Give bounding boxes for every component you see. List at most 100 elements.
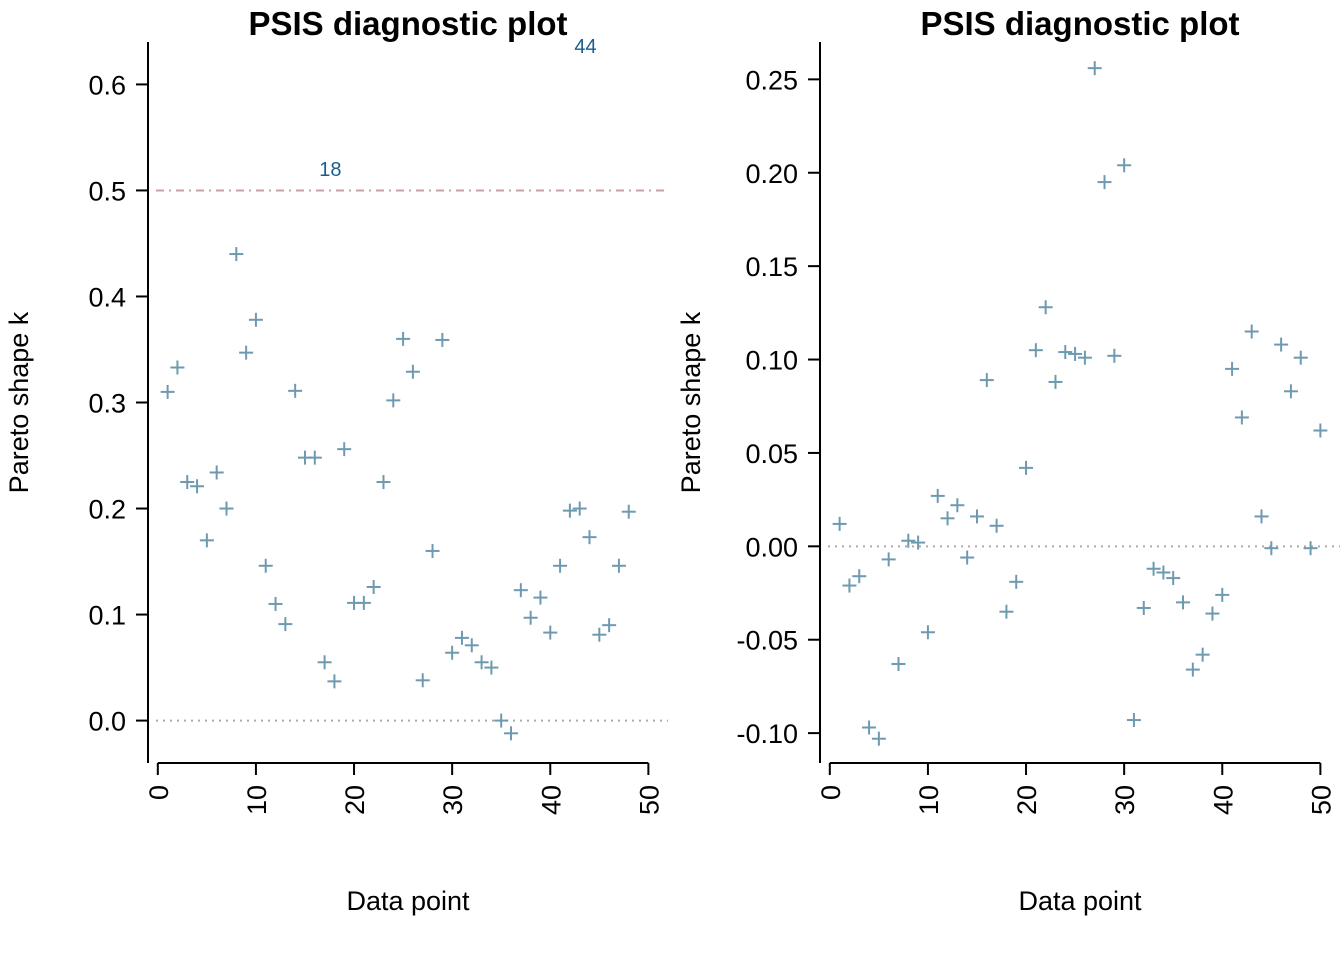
data-point xyxy=(989,518,1004,533)
data-point xyxy=(327,674,342,689)
y-tick-label: 0.4 xyxy=(88,282,126,312)
data-point xyxy=(572,501,587,516)
data-point xyxy=(940,511,955,526)
y-tick-label: 0.05 xyxy=(745,439,798,469)
x-tick-label: 50 xyxy=(1306,785,1336,815)
y-tick-label: 0.00 xyxy=(745,532,798,562)
y-tick-label: -0.10 xyxy=(736,719,798,749)
x-tick-label: 40 xyxy=(536,785,566,815)
data-point xyxy=(454,630,469,645)
x-tick-label: 40 xyxy=(1208,785,1238,815)
data-point xyxy=(1146,561,1161,576)
x-tick-label: 10 xyxy=(914,785,944,815)
data-point xyxy=(376,475,391,490)
data-point xyxy=(891,657,906,672)
data-point xyxy=(190,479,205,494)
data-point xyxy=(1166,571,1181,586)
data-point xyxy=(1058,345,1073,360)
data-point xyxy=(239,345,254,360)
data-point xyxy=(396,331,411,346)
data-point xyxy=(1234,410,1249,425)
data-point xyxy=(474,655,489,670)
data-point xyxy=(1126,713,1141,728)
data-point xyxy=(969,509,984,524)
x-axis-title: Data point xyxy=(346,886,470,916)
data-point xyxy=(405,364,420,379)
data-point xyxy=(523,610,538,625)
y-tick-label: -0.05 xyxy=(736,626,798,656)
data-point xyxy=(366,579,381,594)
y-tick-label: 0.15 xyxy=(745,252,798,282)
data-point xyxy=(307,450,322,465)
data-point xyxy=(1195,647,1210,662)
y-axis-title: Pareto shape k xyxy=(4,311,34,493)
data-point xyxy=(533,590,548,605)
data-point xyxy=(170,360,185,375)
data-point xyxy=(464,638,479,653)
data-point xyxy=(425,543,440,558)
data-point xyxy=(160,384,175,399)
data-point xyxy=(337,442,352,457)
data-point xyxy=(1019,460,1034,475)
data-point xyxy=(1028,343,1043,358)
x-tick-label: 30 xyxy=(438,785,468,815)
data-point xyxy=(1097,175,1112,190)
x-tick-label: 20 xyxy=(1012,785,1042,815)
x-tick-label: 0 xyxy=(816,785,846,800)
data-point xyxy=(1274,337,1289,352)
data-point xyxy=(278,617,293,632)
data-point xyxy=(543,625,558,640)
x-tick-label: 0 xyxy=(144,785,174,800)
data-point xyxy=(930,488,945,503)
data-point xyxy=(513,583,528,598)
data-point xyxy=(979,373,994,388)
data-point xyxy=(911,535,926,550)
data-point xyxy=(1313,423,1328,438)
data-point xyxy=(621,504,636,519)
data-point xyxy=(1264,541,1279,556)
panel-right: PSIS diagnostic plot -0.10 -0.05 0.00 0.05 0.… xyxy=(676,5,1340,916)
data-point xyxy=(1254,509,1269,524)
data-point xyxy=(1009,574,1024,589)
data-point xyxy=(415,673,430,688)
data-point xyxy=(1293,350,1308,365)
data-point xyxy=(219,501,234,516)
y-axis-title: Pareto shape k xyxy=(676,311,706,493)
data-point xyxy=(209,465,224,480)
data-point xyxy=(592,627,607,642)
y-tick-label: 0.6 xyxy=(88,70,126,100)
data-point xyxy=(1283,384,1298,399)
data-point xyxy=(862,720,877,735)
data-point xyxy=(960,550,975,565)
x-tick-label: 50 xyxy=(634,785,664,815)
data-point xyxy=(832,516,847,531)
data-point xyxy=(999,604,1014,619)
data-point xyxy=(920,625,935,640)
data-point xyxy=(1185,662,1200,677)
data-point xyxy=(602,618,617,633)
y-tick-label: 0.20 xyxy=(745,159,798,189)
point-label: 18 xyxy=(319,159,341,181)
y-tick-label: 0.0 xyxy=(88,707,126,737)
data-point xyxy=(386,393,401,408)
data-point xyxy=(1205,606,1220,621)
chart-title: PSIS diagnostic plot xyxy=(920,5,1239,42)
x-tick-label: 10 xyxy=(242,785,272,815)
data-point xyxy=(317,655,332,670)
y-tick-label: 0.25 xyxy=(745,65,798,95)
data-point xyxy=(1303,541,1318,556)
data-point xyxy=(484,660,499,675)
data-point xyxy=(1176,595,1191,610)
y-tick-label: 0.3 xyxy=(88,389,126,419)
data-point xyxy=(248,312,263,327)
data-point xyxy=(1107,348,1122,363)
y-tick-label: 0.2 xyxy=(88,495,126,525)
data-point xyxy=(504,726,519,741)
data-point xyxy=(1225,361,1240,376)
data-point xyxy=(1117,158,1132,173)
data-point xyxy=(950,498,965,513)
data-point xyxy=(1068,346,1083,361)
data-point xyxy=(871,731,886,746)
data-point xyxy=(1077,350,1092,365)
